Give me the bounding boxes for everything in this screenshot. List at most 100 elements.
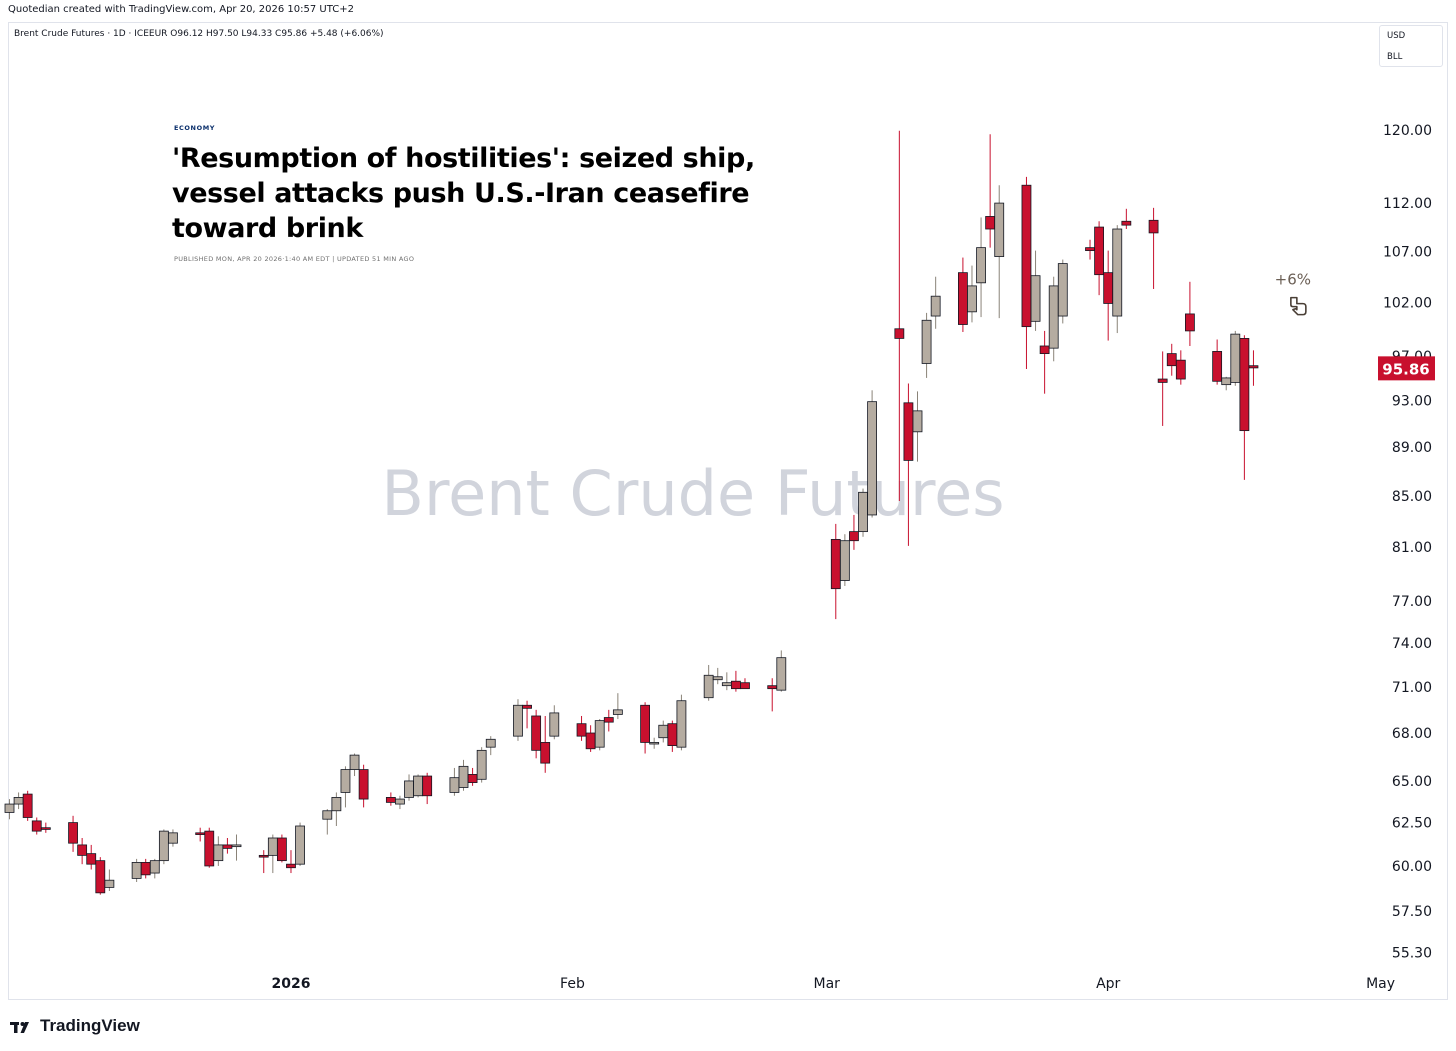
candle[interactable] — [976, 217, 986, 318]
candle[interactable] — [404, 774, 414, 801]
candle[interactable] — [395, 795, 405, 810]
candle[interactable] — [231, 834, 242, 861]
candle[interactable] — [467, 767, 478, 786]
candle[interactable] — [522, 700, 532, 729]
candle[interactable] — [1103, 250, 1114, 341]
candle[interactable] — [649, 737, 660, 749]
candle[interactable] — [603, 709, 614, 732]
candle[interactable] — [612, 693, 623, 720]
candle[interactable] — [921, 312, 932, 378]
candle[interactable] — [721, 672, 732, 691]
tradingview-logo[interactable]: TradingView — [10, 1016, 140, 1036]
candle[interactable] — [658, 720, 669, 743]
candle[interactable] — [4, 799, 15, 820]
candle[interactable] — [731, 670, 741, 692]
candle[interactable] — [1185, 281, 1195, 346]
candle[interactable] — [95, 857, 106, 895]
candle[interactable] — [967, 265, 977, 323]
candle[interactable] — [1157, 351, 1168, 426]
candle[interactable] — [594, 719, 605, 751]
candle[interactable] — [413, 774, 424, 798]
candle[interactable] — [267, 834, 278, 874]
candle[interactable] — [958, 257, 968, 332]
candle[interactable] — [286, 850, 296, 874]
candle[interactable] — [1057, 259, 1068, 324]
candle[interactable] — [1048, 276, 1059, 362]
candle[interactable] — [340, 766, 351, 808]
candle[interactable] — [740, 678, 750, 690]
candle[interactable] — [31, 817, 42, 835]
candle[interactable] — [1021, 176, 1032, 370]
candle[interactable] — [40, 822, 51, 833]
candle[interactable] — [667, 720, 678, 752]
candle[interactable] — [1175, 350, 1186, 385]
candle[interactable] — [540, 715, 551, 773]
candle[interactable] — [894, 130, 905, 502]
candle[interactable] — [295, 822, 305, 866]
candle[interactable] — [994, 185, 1005, 319]
candle[interactable] — [204, 827, 215, 868]
candle[interactable] — [276, 834, 287, 863]
candle[interactable] — [849, 514, 859, 550]
candle[interactable] — [776, 650, 787, 692]
candle[interactable] — [676, 694, 687, 751]
candle[interactable] — [767, 678, 778, 712]
candle[interactable] — [513, 699, 523, 741]
candle[interactable] — [703, 664, 714, 701]
candle[interactable] — [712, 667, 723, 685]
candle[interactable] — [1148, 207, 1159, 289]
candle[interactable] — [13, 792, 24, 810]
candle[interactable] — [1085, 239, 1095, 260]
candle[interactable] — [1039, 330, 1050, 394]
candle[interactable] — [1212, 339, 1223, 385]
candle[interactable] — [1030, 250, 1041, 331]
symbol-info[interactable]: Brent Crude Futures · 1D · ICEEUR O96.12… — [14, 29, 384, 39]
candle[interactable] — [858, 488, 868, 537]
candle[interactable] — [449, 767, 460, 796]
candle[interactable] — [549, 705, 560, 740]
candle[interactable] — [168, 829, 178, 847]
candle[interactable] — [104, 869, 115, 892]
currency-unit-box[interactable]: USD BLL — [1379, 25, 1443, 67]
candle[interactable] — [1248, 350, 1259, 386]
candle[interactable] — [485, 736, 496, 756]
candle[interactable] — [22, 790, 33, 821]
candle[interactable] — [86, 844, 97, 870]
candle[interactable] — [985, 134, 996, 248]
candle[interactable] — [140, 858, 151, 879]
candle[interactable] — [839, 534, 850, 586]
candle[interactable] — [77, 837, 88, 865]
candle[interactable] — [68, 815, 78, 852]
candle[interactable] — [576, 715, 587, 741]
candle[interactable] — [830, 523, 841, 620]
candle[interactable] — [195, 827, 206, 842]
candle[interactable] — [1166, 343, 1177, 376]
candle[interactable] — [1239, 335, 1250, 480]
candle[interactable] — [349, 753, 360, 777]
candle[interactable] — [385, 792, 396, 806]
candle[interactable] — [585, 725, 596, 752]
candle[interactable] — [158, 829, 169, 865]
candle[interactable] — [640, 702, 650, 754]
candle[interactable] — [422, 772, 433, 805]
candle[interactable] — [531, 709, 542, 759]
candle[interactable] — [131, 858, 142, 882]
candle[interactable] — [322, 809, 333, 835]
candle[interactable] — [331, 792, 342, 826]
candle[interactable] — [930, 276, 941, 329]
candle[interactable] — [213, 836, 224, 866]
candle[interactable] — [222, 837, 233, 854]
candle[interactable] — [1230, 330, 1241, 386]
candle[interactable] — [358, 764, 369, 808]
candle[interactable] — [149, 858, 160, 879]
candle[interactable] — [458, 759, 469, 791]
candle[interactable] — [1094, 221, 1104, 296]
candle[interactable] — [912, 391, 923, 462]
candle[interactable] — [1112, 225, 1123, 334]
candle[interactable] — [1121, 208, 1132, 230]
candle[interactable] — [258, 850, 269, 874]
candle[interactable] — [476, 747, 487, 783]
candle[interactable] — [867, 390, 877, 518]
candle[interactable] — [1221, 376, 1232, 391]
